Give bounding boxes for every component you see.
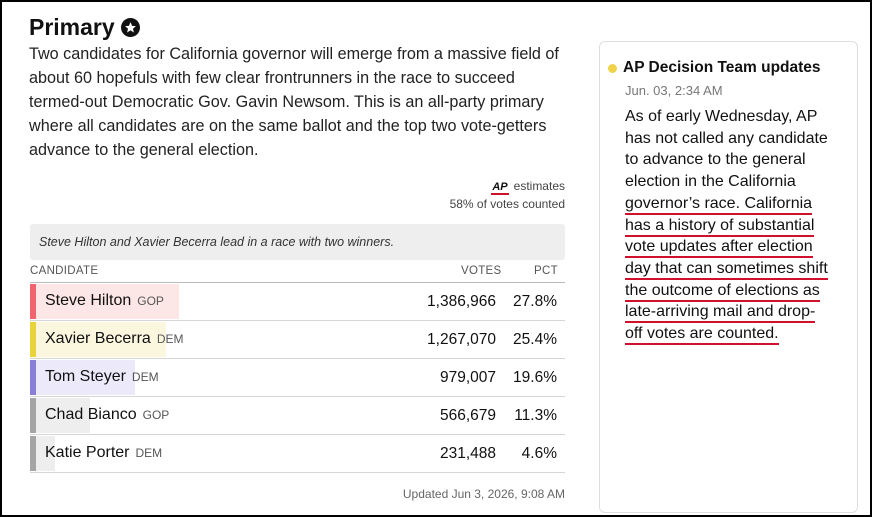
- card-text: As of early Wednesday, AP: [625, 108, 818, 125]
- race-status-banner: Steve Hilton and Xavier Becerra lead in …: [30, 224, 565, 260]
- estimates-block: AP estimates 58% of votes counted: [380, 178, 565, 213]
- header-candidate: CANDIDATE: [30, 265, 99, 277]
- candidate-party: GOP: [137, 294, 164, 308]
- candidate-name-cell: Tom Steyer DEM: [45, 368, 159, 386]
- ap-logo: AP: [491, 181, 509, 195]
- table-row: Xavier Becerra DEM 1,267,070 25.4%: [30, 321, 565, 359]
- card-text-line: As of early Wednesday, AP: [625, 106, 850, 128]
- card-text: election in the California: [625, 173, 796, 191]
- card-text: late-arriving mail and drop-: [625, 303, 816, 324]
- results-table: Steve Hilton GOP 1,386,966 27.8% Xavier Bece…: [30, 282, 565, 473]
- vote-share-bar: [30, 322, 166, 357]
- vote-percent: 19.6%: [513, 369, 557, 386]
- table-row: Steve Hilton GOP 1,386,966 27.8%: [30, 283, 565, 321]
- candidate-party: DEM: [131, 370, 159, 384]
- table-row: Katie Porter DEM 231,488 4.6%: [30, 435, 565, 473]
- page-title: Primary: [29, 14, 115, 40]
- card-text-line: to advance to the general: [625, 149, 850, 171]
- card-text: has a history of substantial: [625, 216, 815, 237]
- candidate-name-cell: Chad Bianco GOP: [45, 406, 169, 424]
- candidate-name-cell: Katie Porter DEM: [45, 444, 162, 462]
- card-text-line: vote updates after election: [625, 236, 850, 259]
- vote-share-bar: [30, 398, 90, 433]
- race-description: Two candidates for California governor w…: [29, 45, 559, 159]
- vote-percent: 4.6%: [521, 445, 557, 462]
- vote-percent: 27.8%: [513, 293, 557, 310]
- card-title: AP Decision Team updates: [623, 59, 821, 76]
- vote-count: 1,267,070: [427, 331, 496, 348]
- card-text: the outcome of elections as: [625, 281, 820, 302]
- card-text: to advance to the general: [625, 151, 806, 169]
- card-header: AP Decision Team updates: [608, 59, 821, 77]
- vote-count: 566,679: [439, 407, 496, 424]
- vote-percent: 11.3%: [514, 407, 557, 424]
- votes-counted: 58% of votes counted: [449, 197, 565, 211]
- candidate-name: Chad Bianco: [45, 406, 137, 423]
- race-status-text: Steve Hilton and Xavier Becerra lead in …: [39, 235, 395, 249]
- star-icon[interactable]: [120, 18, 140, 37]
- candidate-party: DEM: [156, 332, 184, 346]
- card-text: governor’s race. California: [625, 194, 813, 215]
- table-row: Tom Steyer DEM 979,007 19.6%: [30, 359, 565, 397]
- candidate-name-cell: Xavier Becerra DEM: [45, 330, 184, 348]
- updated-timestamp: Updated Jun 3, 2026, 9:08 AM: [402, 487, 565, 501]
- card-text-line: day that can sometimes shift: [625, 258, 850, 280]
- live-dot-icon: [608, 63, 617, 73]
- vote-count: 979,007: [439, 369, 496, 386]
- card-text-line: late-arriving mail and drop-: [625, 301, 850, 324]
- candidate-name: Steve Hilton: [45, 292, 132, 309]
- results-table-header: CANDIDATE VOTES PCT: [30, 264, 565, 280]
- candidate-name: Xavier Becerra: [45, 330, 151, 347]
- vote-count: 231,488: [439, 445, 496, 462]
- table-row: Chad Bianco GOP 566,679 11.3%: [30, 397, 565, 435]
- card-text: day that can sometimes shift: [625, 259, 828, 280]
- header-pct: PCT: [534, 265, 558, 277]
- card-text-line: has a history of substantial: [625, 215, 850, 237]
- card-text-line: has not called any candidate: [625, 128, 850, 150]
- card-timestamp: Jun. 03, 2:34 AM: [625, 83, 723, 98]
- candidate-party: GOP: [142, 408, 170, 422]
- vote-share-bar: [30, 360, 135, 395]
- party-color-strip: [30, 284, 36, 319]
- card-text-line: election in the California: [625, 171, 850, 193]
- candidate-name-cell: Steve Hilton GOP: [45, 292, 164, 310]
- vote-percent: 25.4%: [513, 331, 557, 348]
- candidate-party: DEM: [135, 446, 163, 460]
- candidate-name: Katie Porter: [45, 444, 130, 461]
- card-text: has not called any candidate: [625, 129, 828, 147]
- estimates-label: estimates: [513, 179, 565, 193]
- card-text-line: governor’s race. California: [625, 193, 850, 215]
- party-color-strip: [30, 360, 36, 395]
- party-color-strip: [30, 436, 36, 471]
- header-votes: VOTES: [461, 265, 502, 277]
- card-body: As of early Wednesday, AP has not called …: [625, 106, 850, 346]
- card-text-line: the outcome of elections as: [625, 280, 850, 302]
- party-color-strip: [30, 322, 36, 357]
- candidate-name: Tom Steyer: [45, 368, 126, 385]
- title-row: Primary: [29, 14, 140, 41]
- decision-team-card: AP Decision Team updates Jun. 03, 2:34 A…: [599, 41, 858, 513]
- party-color-strip: [30, 398, 36, 433]
- card-text-line: off votes are counted.: [625, 323, 850, 346]
- card-text: vote updates after election: [625, 238, 813, 259]
- vote-count: 1,386,966: [427, 293, 496, 310]
- vote-share-bar: [30, 284, 179, 319]
- card-text: off votes are counted.: [625, 325, 779, 346]
